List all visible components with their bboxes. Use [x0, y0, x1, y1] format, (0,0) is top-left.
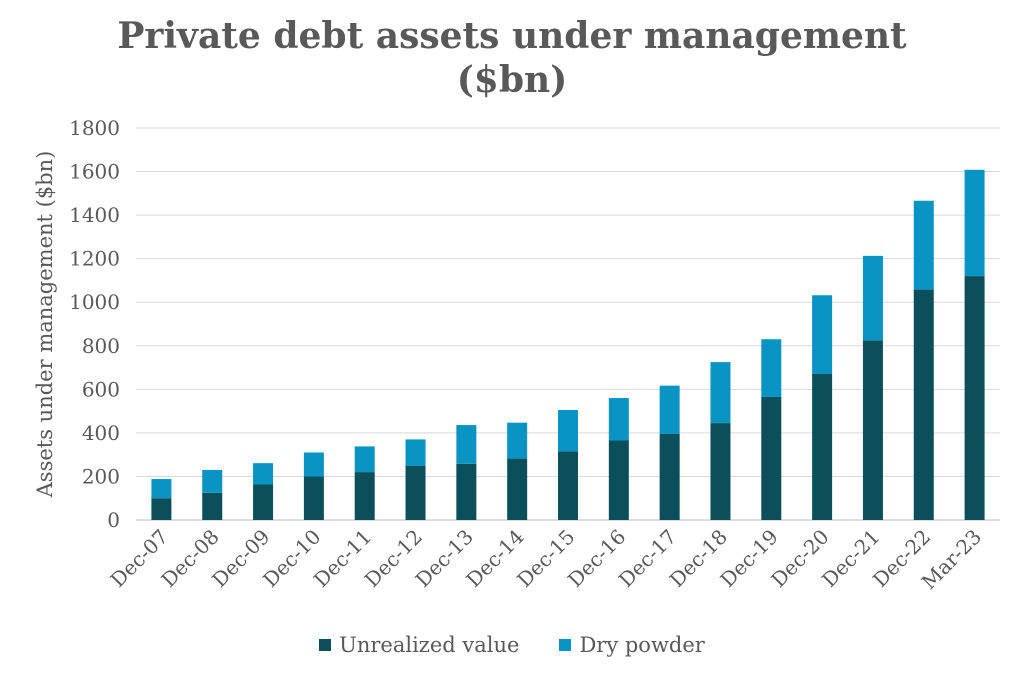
bar-dry-powder	[354, 446, 375, 473]
bar-dry-powder	[202, 469, 223, 493]
bar-unrealized-value	[710, 423, 731, 520]
bar-unrealized-value	[151, 498, 172, 520]
legend-item-unrealized: Unrealized value	[319, 633, 519, 657]
bar-unrealized-value	[354, 472, 375, 520]
bar-dry-powder	[507, 422, 528, 459]
bar-dry-powder	[456, 425, 477, 464]
bar-dry-powder	[761, 339, 782, 397]
y-tick-label: 200	[82, 464, 120, 488]
bar-unrealized-value	[456, 463, 477, 520]
bar-unrealized-value	[608, 440, 629, 520]
bar-dry-powder	[659, 385, 680, 434]
bar-dry-powder	[405, 439, 426, 466]
y-tick-label: 1600	[69, 160, 120, 184]
bar-dry-powder	[253, 463, 274, 485]
bar-unrealized-value	[405, 465, 426, 520]
bar-dry-powder	[862, 255, 883, 341]
legend-item-dry-powder: Dry powder	[559, 633, 705, 657]
bar-unrealized-value	[303, 476, 324, 520]
chart-title: Private debt assets under management ($b…	[0, 14, 1024, 102]
bar-unrealized-value	[659, 433, 680, 520]
legend-swatch-unrealized	[319, 639, 332, 651]
chart-title-line-1: Private debt assets under management	[117, 15, 907, 57]
y-axis-label: Assets under management ($bn)	[33, 151, 57, 499]
bar-dry-powder	[710, 362, 731, 424]
y-tick-label: 600	[82, 377, 120, 401]
bar-dry-powder	[812, 295, 833, 374]
bar-unrealized-value	[862, 340, 883, 520]
bar-dry-powder	[303, 452, 324, 477]
chart-title-line-2: ($bn)	[456, 59, 568, 101]
bar-unrealized-value	[812, 373, 833, 520]
legend: Unrealized value Dry powder	[0, 633, 1024, 657]
bar-unrealized-value	[202, 492, 223, 520]
bar-unrealized-value	[558, 451, 578, 520]
y-axis-ticks: 0 200 400 600 800 1000 1200 1400 1600 1800	[69, 116, 120, 532]
bar-unrealized-value	[253, 484, 274, 520]
y-tick-label: 400	[82, 421, 120, 445]
bar-unrealized-value	[964, 276, 985, 520]
y-tick-label: 1800	[69, 116, 120, 140]
bar-unrealized-value	[761, 396, 782, 520]
x-axis-ticks: Dec-07Dec-08Dec-09Dec-10Dec-11Dec-12Dec-…	[106, 525, 987, 594]
y-tick-label: 800	[82, 334, 120, 358]
y-tick-label: 1400	[69, 203, 120, 227]
legend-label-dry-powder: Dry powder	[579, 633, 705, 657]
y-tick-label: 1200	[69, 247, 120, 271]
bar-dry-powder	[964, 169, 985, 277]
bar-series	[151, 169, 985, 520]
bar-dry-powder	[913, 200, 934, 290]
bar-dry-powder	[558, 410, 578, 452]
bar-dry-powder	[151, 479, 172, 499]
bar-unrealized-value	[913, 289, 934, 520]
legend-swatch-dry-powder	[559, 639, 572, 651]
bar-dry-powder	[608, 398, 629, 441]
y-tick-label: 0	[107, 508, 120, 532]
bar-unrealized-value	[507, 458, 528, 520]
y-tick-label: 1000	[69, 290, 120, 314]
legend-label-unrealized: Unrealized value	[339, 633, 520, 657]
